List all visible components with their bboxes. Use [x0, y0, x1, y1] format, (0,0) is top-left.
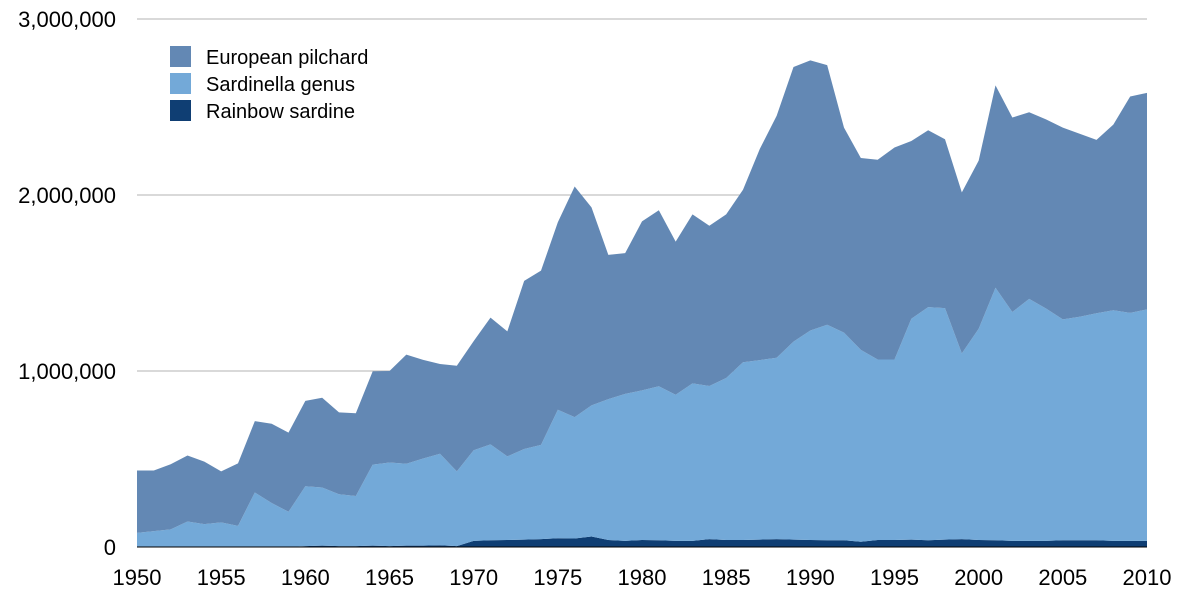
axes: 0 1,000,000 2,000,000 3,000,000 1950 1955 1960…: [18, 7, 1171, 590]
area-european-pilchard: [137, 60, 1147, 533]
y-tick-label: 1,000,000: [18, 359, 116, 384]
area-series: [137, 60, 1147, 547]
y-tick-label: 2,000,000: [18, 183, 116, 208]
legend-label: European pilchard: [206, 47, 368, 69]
legend-swatch: [170, 73, 191, 94]
area-sardinella-genus: [137, 287, 1147, 547]
x-tick-label: 1950: [113, 565, 162, 590]
legend-swatch: [170, 46, 191, 67]
x-tick-label: 1995: [870, 565, 919, 590]
legend-swatch: [170, 100, 191, 121]
x-tick-label: 1965: [365, 565, 414, 590]
x-tick-label: 1960: [281, 565, 330, 590]
x-tick-label: 1980: [618, 565, 667, 590]
legend-label: Sardinella genus: [206, 74, 355, 96]
x-tick-label: 1970: [449, 565, 498, 590]
x-tick-label: 1990: [786, 565, 835, 590]
area-rainbow-sardine: [137, 536, 1147, 547]
y-tick-label: 3,000,000: [18, 7, 116, 32]
x-tick-label: 1975: [533, 565, 582, 590]
legend-label: Rainbow sardine: [206, 101, 355, 123]
x-tick-label: 1955: [197, 565, 246, 590]
x-tick-label: 2000: [954, 565, 1003, 590]
x-tick-label: 2010: [1123, 565, 1172, 590]
x-tick-label: 2005: [1038, 565, 1087, 590]
legend: European pilchard Sardinella genus Rainbow…: [170, 46, 368, 123]
y-tick-label: 0: [104, 535, 116, 560]
x-tick-label: 1985: [702, 565, 751, 590]
